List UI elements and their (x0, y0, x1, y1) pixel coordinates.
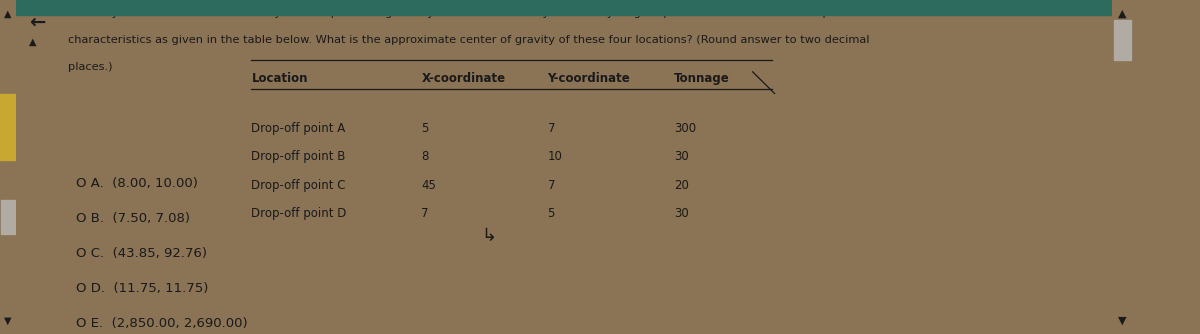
Text: X-coordinate: X-coordinate (421, 72, 505, 85)
Text: 30: 30 (673, 207, 689, 220)
Text: ▲: ▲ (1118, 8, 1127, 18)
Text: ↳: ↳ (481, 227, 497, 245)
Text: O C.  (43.85, 92.76): O C. (43.85, 92.76) (76, 247, 206, 260)
Text: O E.  (2,850.00, 2,690.00): O E. (2,850.00, 2,690.00) (76, 317, 247, 330)
Text: Location: Location (252, 72, 308, 85)
Text: places.): places.) (68, 62, 113, 72)
Bar (1, 200, 14, 234)
Bar (16, 0, 1112, 15)
Text: ▲: ▲ (4, 8, 12, 18)
Text: 10: 10 (547, 150, 563, 163)
Text: 300: 300 (673, 122, 696, 135)
Text: 7: 7 (547, 179, 556, 192)
Text: ▼: ▼ (4, 316, 12, 326)
Text: Drop-off point B: Drop-off point B (252, 150, 346, 163)
Text: O D.  (11.75, 11.75): O D. (11.75, 11.75) (76, 282, 209, 295)
Text: Drop-off point D: Drop-off point D (252, 207, 347, 220)
Text: ▼: ▼ (1118, 316, 1127, 326)
Text: 5: 5 (547, 207, 554, 220)
Text: 5: 5 (421, 122, 428, 135)
Bar (0, 94, 16, 160)
Text: Y-coordinate: Y-coordinate (547, 72, 630, 85)
Text: 30: 30 (673, 150, 689, 163)
Text: 20: 20 (673, 179, 689, 192)
Text: 7: 7 (421, 207, 428, 220)
Text: 8: 8 (421, 150, 428, 163)
Text: A county wants to build one centrally-located processing facility to serve the c: A county wants to build one centrally-lo… (68, 8, 887, 18)
Text: 7: 7 (547, 122, 556, 135)
Bar (1115, 20, 1130, 60)
Text: Tonnage: Tonnage (673, 72, 730, 85)
Text: O B.  (7.50, 7.08): O B. (7.50, 7.08) (76, 212, 190, 225)
Text: ▲: ▲ (29, 37, 36, 47)
Text: Drop-off point A: Drop-off point A (252, 122, 346, 135)
Text: O A.  (8.00, 10.00): O A. (8.00, 10.00) (76, 177, 198, 190)
Text: 45: 45 (421, 179, 437, 192)
Text: Drop-off point C: Drop-off point C (252, 179, 346, 192)
Text: characteristics as given in the table below. What is the approximate center of g: characteristics as given in the table be… (68, 35, 870, 45)
Text: ←: ← (29, 12, 46, 31)
